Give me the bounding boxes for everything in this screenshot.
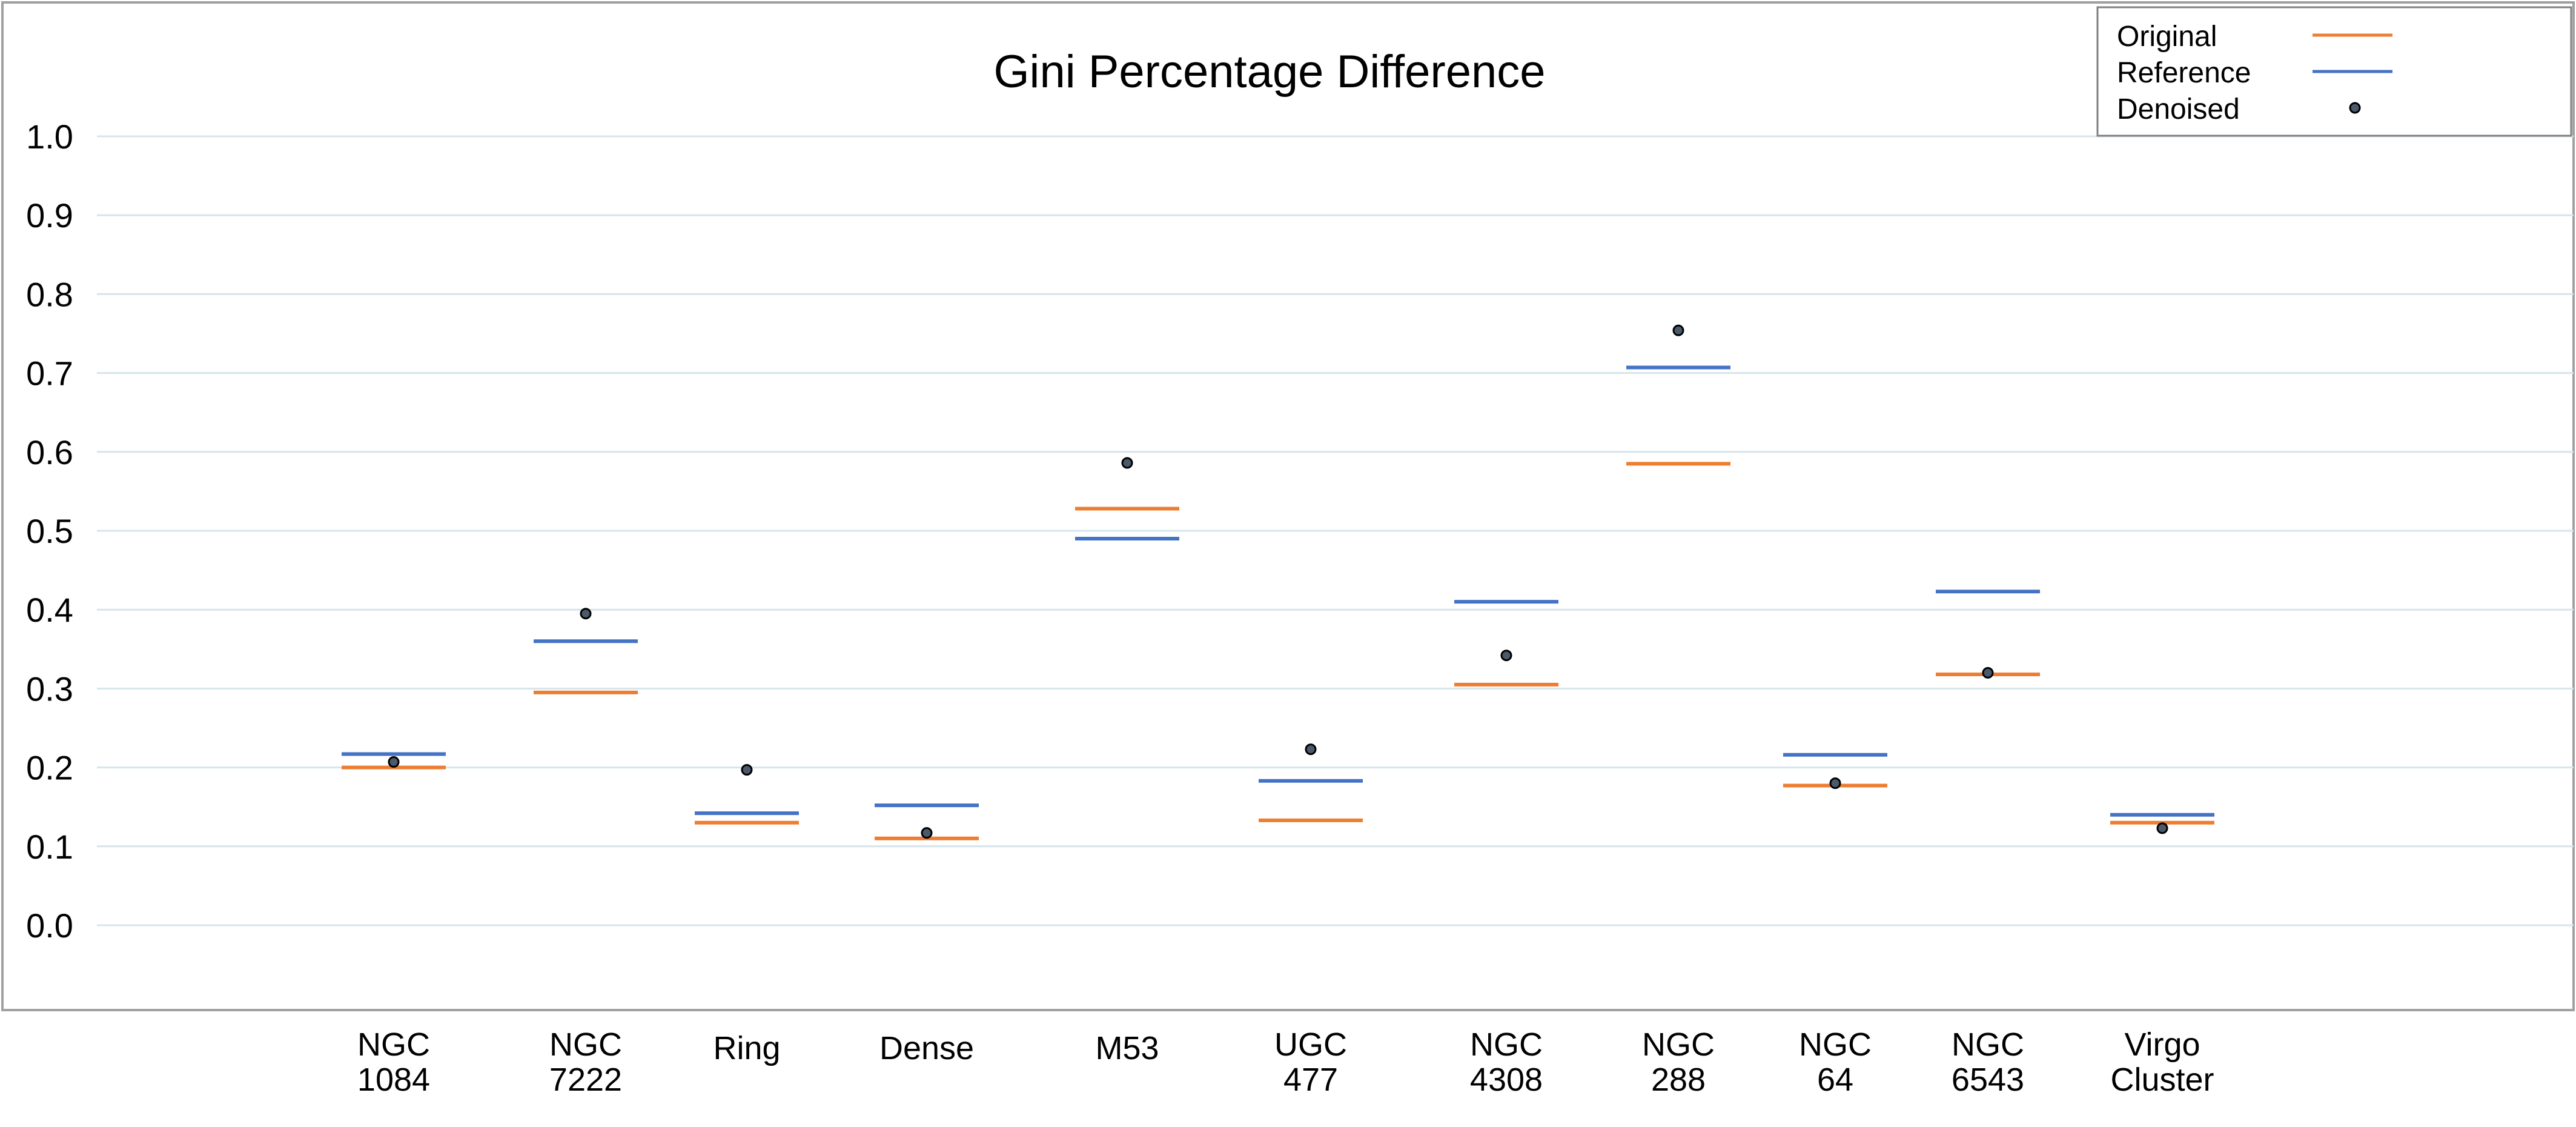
x-category-label-line1: Ring <box>713 1030 780 1066</box>
x-category-label: M53 <box>1095 1030 1159 1066</box>
x-category-label-line1: Virgo <box>2124 1026 2200 1063</box>
x-category-label-line1: Dense <box>879 1030 974 1066</box>
y-tick-label: 0.8 <box>26 275 73 313</box>
y-tick-label: 0.3 <box>26 670 73 708</box>
legend-item-original: Original <box>2117 21 2392 53</box>
y-axis-tick-labels: 0.0 0.1 0.2 0.3 0.4 0.5 0.6 0.7 0.8 0.9 1.0 <box>26 118 73 945</box>
denoised-marker <box>1121 457 1133 469</box>
x-category-label-line2: 6543 <box>1952 1062 2024 1098</box>
denoised-marker <box>580 608 592 620</box>
chart-title: Gini Percentage Difference <box>993 46 1545 98</box>
x-category-label-line1: NGC <box>1952 1026 2024 1063</box>
denoised-marker <box>1672 324 1684 336</box>
x-category-label-line1: NGC <box>549 1026 622 1063</box>
x-category-label-line1: NGC <box>1799 1026 1872 1063</box>
legend-swatch <box>2349 102 2361 114</box>
x-category-label: Dense <box>879 1030 974 1066</box>
y-tick-label: 0.1 <box>26 828 73 866</box>
x-category-label-line1: NGC <box>357 1026 430 1063</box>
denoised-marker <box>2156 822 2168 834</box>
legend-label: Reference <box>2117 57 2251 89</box>
x-category-label-line1: NGC <box>1642 1026 1715 1063</box>
denoised-marker <box>921 827 933 839</box>
y-tick-label: 0.9 <box>26 196 73 234</box>
gridlines <box>97 135 2574 926</box>
x-category-label-line2: 1084 <box>357 1062 430 1098</box>
denoised-marker <box>388 756 400 768</box>
series-denoised <box>388 324 2168 839</box>
x-category-label-line1: UGC <box>1274 1026 1347 1063</box>
denoised-marker <box>741 764 753 776</box>
denoised-marker <box>1305 743 1317 756</box>
chart-frame-layer <box>1 1 2575 1011</box>
denoised-marker <box>1982 667 1994 679</box>
denoised-marker <box>1500 650 1512 662</box>
y-tick-label: 0.2 <box>26 749 73 787</box>
data-marks <box>342 324 2214 840</box>
legend-label: Denoised <box>2117 93 2240 125</box>
y-tick-label: 0.5 <box>26 512 73 550</box>
legend-item-reference: Reference <box>2117 57 2392 89</box>
y-tick-label: 0.6 <box>26 433 73 471</box>
y-tick-label: 0.7 <box>26 354 73 393</box>
x-category-label-line2: 4308 <box>1470 1062 1543 1098</box>
x-category-label: Ring <box>713 1030 780 1066</box>
x-category-label-line1: NGC <box>1470 1026 1543 1063</box>
x-category-label-line2: Cluster <box>2110 1062 2214 1098</box>
y-tick-label: 0.0 <box>26 906 73 945</box>
legend-label: Original <box>2117 21 2217 53</box>
denoised-marker <box>1829 777 1841 790</box>
series-reference <box>342 365 2214 817</box>
legend-item-denoised: Denoised <box>2117 93 2361 125</box>
chart-frame <box>1 1 2575 1011</box>
x-category-label-line1: M53 <box>1095 1030 1159 1066</box>
x-category-label-line2: 477 <box>1283 1062 1338 1098</box>
x-category-label-line2: 7222 <box>549 1062 622 1098</box>
y-tick-label: 0.4 <box>26 591 73 629</box>
x-category-label-line2: 288 <box>1651 1062 1706 1098</box>
y-tick-label: 1.0 <box>26 118 73 156</box>
legend: Original Reference Denoised <box>2096 6 2572 137</box>
x-category-label-line2: 64 <box>1817 1062 1853 1098</box>
